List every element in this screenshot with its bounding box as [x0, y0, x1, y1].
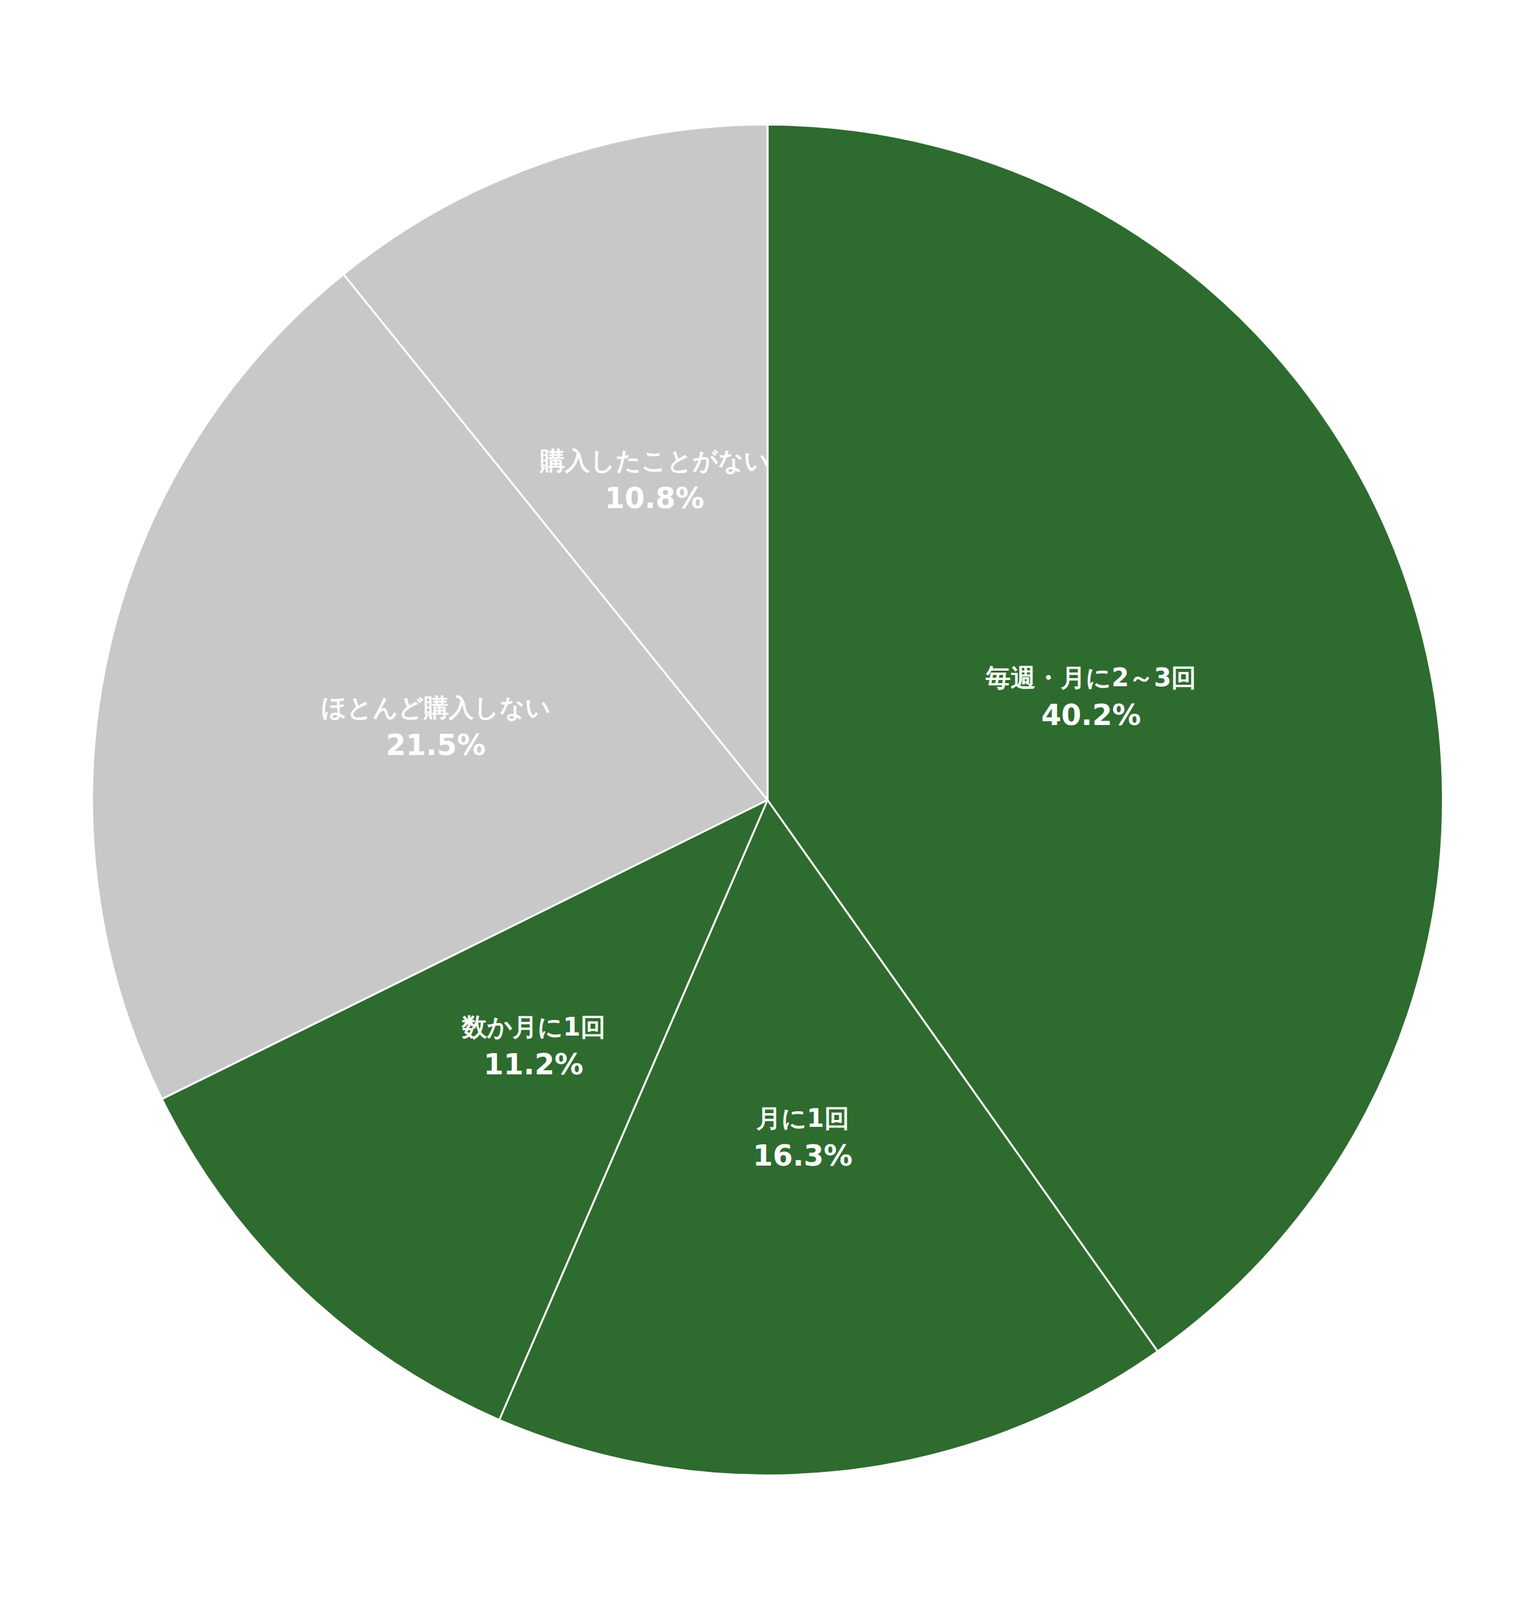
svg-text:ほとんど購入しない: ほとんど購入しない [321, 693, 551, 722]
svg-text:21.5%: 21.5% [386, 728, 487, 762]
svg-text:11.2%: 11.2% [483, 1047, 584, 1082]
svg-text:10.8%: 10.8% [604, 481, 705, 515]
svg-text:数か月に1回: 数か月に1回 [461, 1012, 606, 1042]
svg-text:毎週・月に2～3回: 毎週・月に2～3回 [985, 663, 1197, 692]
svg-text:購入したことがない: 購入したことがない [539, 446, 770, 475]
svg-text:16.3%: 16.3% [752, 1138, 853, 1173]
svg-text:月に1回: 月に1回 [755, 1103, 850, 1133]
svg-text:40.2%: 40.2% [1041, 698, 1142, 732]
